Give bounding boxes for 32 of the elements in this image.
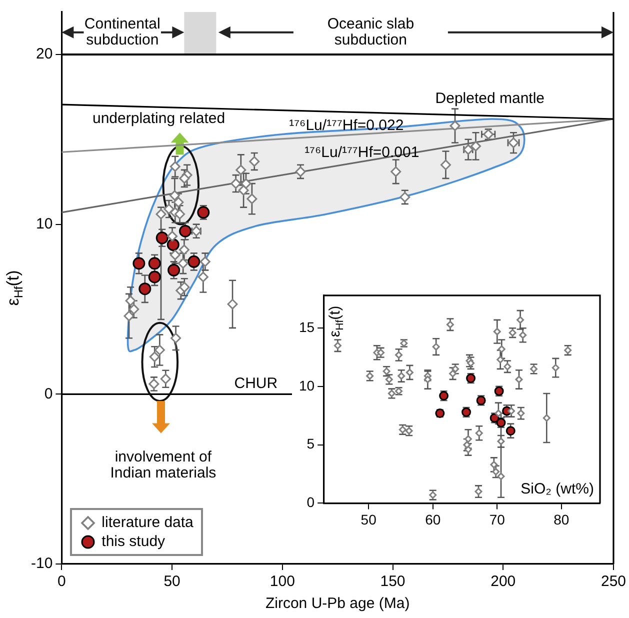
y-tick-label: -10	[30, 555, 53, 572]
y-axis-title: εHf(t)	[4, 270, 26, 306]
x-axis-title: Zircon U-Pb age (Ma)	[265, 595, 410, 612]
x-tick-label: 60	[425, 511, 441, 528]
annotation: Continental subduction	[84, 16, 160, 49]
annotation: CHUR	[234, 375, 278, 392]
x-tick-label: 250	[600, 573, 626, 590]
y-tick-label: 10	[298, 377, 315, 394]
y-tick-label: 20	[36, 46, 53, 63]
annotation: Depleted mantle	[435, 90, 544, 107]
y-tick-label: 10	[36, 215, 53, 232]
x-tick-label: 50	[164, 573, 180, 590]
x-axis-title: SiO₂ (wt%)	[520, 480, 594, 498]
y-axis-title: εHf(t)	[326, 306, 346, 338]
x-tick-label: 70	[489, 511, 506, 528]
x-tick-label: 100	[270, 573, 295, 590]
annotation: Oceanic slab subduction	[327, 16, 414, 49]
annotation: underplating related	[92, 110, 226, 128]
y-tick-label: 5	[306, 436, 315, 452]
annotation: ¹⁷⁶Lu/¹⁷⁷Hf=0.022	[289, 116, 404, 134]
x-tick-label: 0	[58, 573, 66, 590]
x-tick-label: 80	[554, 511, 570, 528]
x-tick-label: 200	[490, 573, 516, 590]
y-tick-label: 15	[298, 318, 315, 335]
x-tick-label: 150	[380, 573, 406, 590]
x-tick-label: 50	[360, 511, 377, 528]
legend-label: this study	[102, 532, 166, 551]
y-tick-label: 0	[306, 494, 315, 510]
annotation: involvement of Indian materials	[110, 448, 216, 482]
legend-label: literature data	[102, 513, 194, 532]
annotation: ¹⁷⁶Lu/¹⁷⁷Hf=0.001	[304, 144, 420, 162]
y-tick-label: 0	[44, 385, 53, 402]
